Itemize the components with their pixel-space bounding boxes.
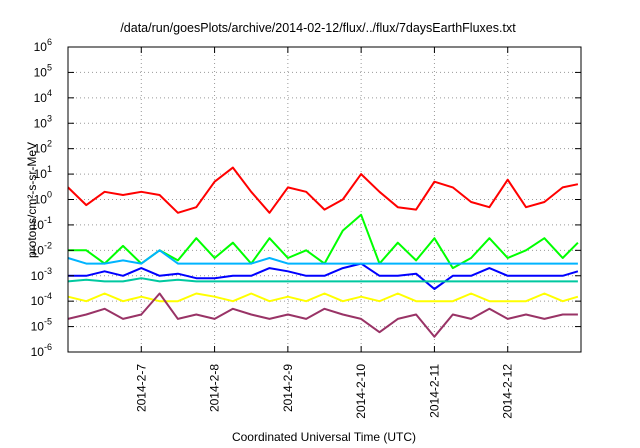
y-tick-label: 104 — [34, 88, 52, 105]
x-tick-label: 2014-2-12 — [501, 364, 515, 419]
y-tick-label: 10-4 — [31, 291, 52, 308]
series-line — [68, 262, 579, 290]
series-line — [67, 292, 578, 338]
series-line — [67, 277, 578, 283]
series-group — [67, 166, 579, 338]
x-tick-label: 2014-2-10 — [354, 364, 368, 419]
series-line — [67, 249, 578, 265]
y-tick-label: 106 — [34, 37, 52, 54]
x-tick-label: 2014-2-11 — [427, 364, 441, 418]
y-tick-label: 103 — [34, 113, 52, 130]
x-tick-label: 2014-2-9 — [281, 364, 295, 412]
y-axis-label: protons/cm²-s-sr-MeV — [25, 142, 39, 258]
x-axis-label: Coordinated Universal Time (UTC) — [232, 430, 416, 444]
grid — [68, 47, 581, 352]
y-tick-label: 10-6 — [31, 342, 52, 359]
x-tick-label: 2014-2-7 — [134, 364, 148, 412]
series-line — [67, 292, 579, 303]
chart-title: /data/run/goesPlots/archive/2014-02-12/f… — [120, 21, 516, 35]
y-tick-label: 10-5 — [31, 317, 52, 334]
y-axis-ticks: 10-610-510-410-310-210-11001011021031041… — [31, 37, 581, 359]
series-line — [67, 166, 579, 214]
y-tick-label: 10-3 — [31, 266, 52, 283]
x-axis-ticks: 2014-2-7 2014-2-8 2014-2-9 2014-2-10 2014-2-… — [134, 47, 515, 419]
y-tick-label: 105 — [34, 62, 52, 79]
x-tick-label: 2014-2-8 — [208, 364, 222, 412]
